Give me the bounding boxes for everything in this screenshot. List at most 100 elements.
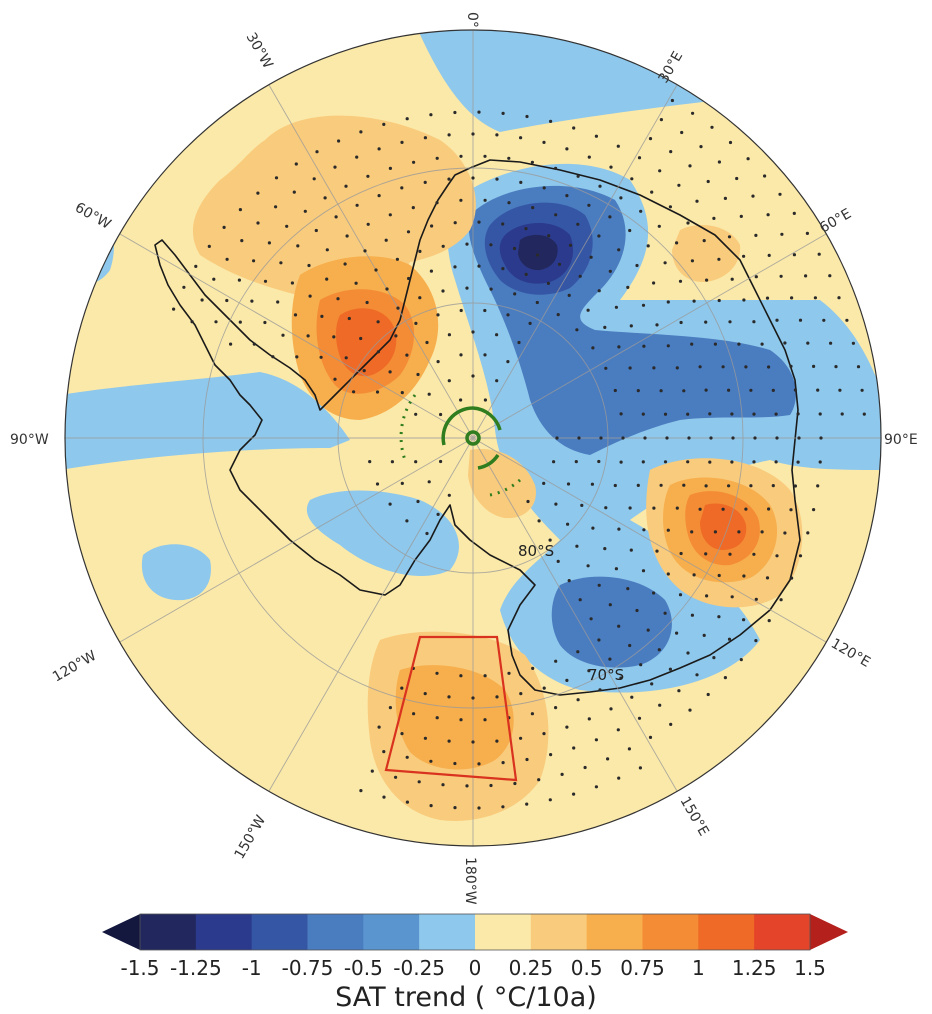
stipple-dot	[427, 392, 431, 396]
stipple-dot	[382, 795, 386, 799]
stipple-dot	[542, 140, 546, 144]
stipple-dot	[507, 156, 511, 160]
stipple-dot	[598, 184, 602, 188]
stipple-dot	[344, 356, 348, 360]
stipple-dot	[717, 160, 722, 164]
stipple-dot	[447, 695, 451, 699]
stipple-dot	[400, 186, 404, 190]
stipple-dot	[704, 552, 708, 556]
stipple-dot	[630, 177, 634, 181]
stipple-dot	[742, 618, 746, 622]
stipple-dot	[677, 689, 681, 693]
stipple-dot	[495, 133, 499, 137]
colorbar-cells	[140, 914, 811, 950]
stipple-dot	[798, 318, 803, 322]
stipple-dot	[666, 572, 670, 576]
stipple-dot	[229, 342, 233, 346]
stipple-dot	[779, 598, 783, 602]
stipple-dot	[591, 346, 595, 350]
stipple-dot	[406, 230, 411, 234]
stipple-dot	[237, 278, 241, 282]
stipple-dot	[613, 483, 617, 488]
stipple-dot	[668, 667, 673, 671]
stipple-dot	[637, 716, 642, 720]
stipple-dot	[365, 300, 369, 305]
stipple-dot	[388, 213, 392, 217]
stipple-dot	[642, 344, 646, 348]
stipple-dot	[453, 110, 457, 115]
stipple-dot	[629, 548, 633, 552]
colorbar-tick-label: 1	[692, 956, 705, 980]
stipple-dot	[793, 484, 798, 488]
stipple-dot	[641, 460, 645, 464]
stipple-dot	[688, 164, 692, 168]
stipple-dot	[686, 221, 690, 225]
stipple-dot	[806, 531, 810, 535]
stipple-dot	[447, 133, 451, 137]
stipple-dot	[746, 157, 750, 161]
stipple-dot	[483, 308, 487, 313]
stipple-dot	[723, 196, 728, 200]
stipple-dot	[628, 506, 632, 510]
stipple-dot	[352, 390, 356, 394]
stipple-dot	[754, 275, 758, 279]
lat-label-80s: 80°S	[518, 542, 554, 560]
stipple-dot	[194, 264, 198, 268]
colorbar-cell	[140, 914, 197, 950]
stipple-dot	[627, 747, 632, 751]
stipple-dot	[334, 215, 338, 219]
stipple-dot	[290, 281, 294, 285]
stipple-dot	[495, 177, 499, 181]
stipple-dot	[252, 342, 256, 346]
stipple-dot	[780, 232, 784, 236]
stipple-dot	[735, 176, 739, 181]
stipple-dot	[578, 274, 582, 278]
stipple-dot	[778, 192, 782, 196]
lon-label-150e: 150°E	[677, 794, 712, 839]
stipple-dot	[752, 552, 756, 556]
stipple-dot	[840, 412, 844, 416]
stipple-dot	[702, 239, 706, 243]
stipple-dot	[535, 300, 539, 305]
stipple-dot	[423, 736, 427, 740]
stipple-dot	[343, 262, 347, 266]
stipple-dot	[682, 483, 686, 487]
stipple-dot	[818, 460, 822, 464]
stipple-dot	[594, 785, 599, 789]
stipple-dot	[641, 303, 646, 307]
stipple-dot	[706, 692, 710, 697]
stipple-dot	[525, 757, 529, 762]
stipple-dot	[565, 147, 569, 151]
colorbar: -1.5 -1.25 -1 -0.75 -0.5 -0.25 0 0.25 0.5 0.75 1 1.…	[102, 913, 848, 1013]
stipple-dot	[597, 234, 601, 238]
stipple-dot	[560, 772, 564, 777]
stipple-dot	[436, 360, 440, 364]
stipple-dot	[336, 297, 340, 301]
stipple-dot	[441, 244, 445, 248]
stipple-dot	[650, 190, 654, 194]
stipple-dot	[554, 706, 558, 710]
stipple-dot	[608, 269, 612, 273]
stipple-dot	[407, 276, 411, 281]
stipple-dot	[717, 298, 721, 303]
stipple-dot	[789, 508, 793, 512]
stipple-dot	[517, 340, 521, 345]
stipple-dot	[677, 183, 681, 187]
stipple-dot	[530, 712, 535, 716]
stipple-dot	[730, 460, 734, 464]
stipple-dot	[429, 113, 433, 117]
stipple-dot	[294, 162, 298, 166]
stipple-dot	[583, 765, 587, 770]
stipple-dot	[296, 244, 300, 248]
stipple-dot	[679, 320, 683, 325]
stipple-dot	[377, 147, 381, 151]
stipple-dot	[556, 313, 560, 317]
stipple-dot	[687, 436, 691, 440]
stipple-dot	[323, 196, 327, 200]
stipple-dot	[477, 110, 481, 114]
stipple-dot	[608, 603, 612, 607]
stipple-dot	[447, 739, 451, 743]
stipple-dot	[337, 139, 341, 143]
colorbar-over-arrow	[810, 914, 848, 950]
stipple-dot	[366, 222, 370, 226]
